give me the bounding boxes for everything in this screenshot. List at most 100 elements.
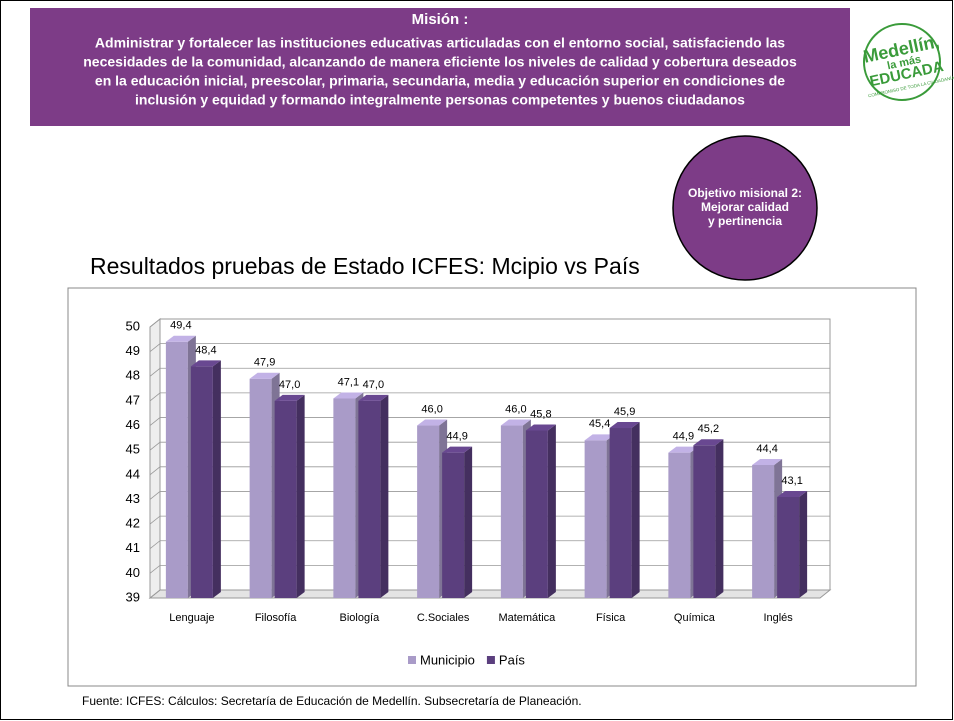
value-label: 49,4 (170, 320, 191, 332)
bar-front (442, 452, 465, 598)
mission-line: inclusión y equidad y formando integralm… (135, 92, 745, 108)
x-tick-label: Química (674, 612, 716, 624)
grid-line (149, 343, 830, 352)
bar-front (525, 430, 548, 598)
grid-line (149, 318, 830, 328)
bar-front (190, 366, 213, 598)
x-tick-label: Lenguaje (169, 612, 214, 624)
bar-side (631, 422, 640, 598)
value-label: 47,1 (338, 376, 359, 388)
bar-side (715, 439, 724, 598)
value-label: 48,4 (195, 344, 216, 356)
y-tick-label: 50 (126, 318, 140, 333)
y-tick-label: 43 (126, 491, 140, 506)
value-label: 45,8 (530, 408, 551, 420)
bar-top (165, 335, 196, 342)
value-label: 46,0 (505, 403, 526, 415)
value-label: 45,2 (698, 423, 719, 435)
value-label: 44,4 (756, 443, 777, 455)
bar-front (777, 496, 800, 598)
legend-swatch (408, 656, 416, 664)
bar-side (212, 360, 221, 598)
bar-front (584, 440, 607, 598)
chart-title: Resultados pruebas de Estado ICFES: Mcip… (90, 253, 640, 279)
bar-top (525, 424, 556, 431)
bar-top (358, 394, 389, 401)
value-label: 46,0 (421, 403, 442, 415)
x-tick-label: Física (596, 612, 626, 624)
bar (693, 439, 724, 598)
y-tick-label: 46 (126, 417, 140, 432)
y-tick-label: 49 (126, 343, 140, 358)
bar-top (333, 392, 364, 399)
y-tick-label: 48 (126, 368, 140, 383)
source: Fuente: ICFES: Cálculos: Secretaría de E… (82, 694, 582, 708)
bar (777, 490, 808, 598)
mission-text: Administrar y fortalecer las institucion… (83, 35, 797, 108)
mission-line: en la educación inicial, preescolar, pri… (95, 73, 785, 89)
bar-side (547, 424, 556, 598)
value-label: 44,9 (446, 431, 467, 443)
logo (863, 23, 941, 101)
legend-label: Municipio (420, 652, 475, 667)
bar (525, 424, 556, 598)
bar-side (464, 446, 473, 598)
bar-top (249, 372, 280, 379)
bar-front (274, 400, 297, 598)
mission-line: necesidades de la comunidad, alcanzando … (83, 54, 797, 70)
bar-top (190, 360, 221, 367)
bar-front (609, 428, 632, 598)
bar (442, 446, 473, 598)
grid-line (149, 417, 830, 426)
bar-front (500, 425, 523, 598)
y-tick-label: 42 (126, 516, 140, 531)
objective-line: y pertinencia (708, 214, 782, 228)
bar-front (165, 341, 188, 598)
objective-line: Objetivo misional 2: (688, 186, 802, 200)
legend-swatch (486, 656, 495, 664)
value-label: 43,1 (781, 475, 802, 487)
value-label: 45,9 (614, 406, 635, 418)
bar-top (500, 419, 531, 426)
value-label: 45,4 (589, 418, 610, 430)
x-tick-label: Filosofía (255, 612, 297, 624)
value-label: 47,0 (279, 379, 300, 391)
bar-top (584, 434, 615, 441)
bar (609, 422, 640, 598)
objective-line: Mejorar calidad (701, 200, 789, 214)
value-label: 44,9 (673, 431, 694, 443)
bar (358, 394, 389, 598)
legend-label: País (499, 652, 526, 667)
bar-front (417, 425, 440, 598)
x-tick-label: Inglés (763, 612, 793, 624)
x-tick-label: Matemática (498, 612, 556, 624)
bar-front (752, 464, 775, 598)
grid-line (149, 392, 830, 402)
side-wall (149, 317, 161, 600)
bar-top (442, 446, 473, 453)
bar-top (777, 490, 808, 497)
bar (274, 394, 305, 598)
bar-front (358, 400, 381, 598)
bar-top (609, 422, 640, 429)
bar-front (668, 452, 691, 598)
value-label: 47,0 (363, 379, 384, 391)
y-tick-label: 39 (126, 589, 140, 604)
bar-top (668, 446, 699, 453)
bar-top (752, 458, 783, 465)
y-tick-label: 40 (126, 565, 140, 580)
x-tick-label: C.Sociales (417, 612, 470, 624)
bar-top (693, 439, 724, 446)
y-tick-label: 45 (126, 442, 140, 457)
bar-side (296, 394, 305, 598)
objective-circle (672, 135, 818, 281)
y-tick-label: 41 (126, 540, 140, 555)
bar-side (799, 490, 808, 598)
bar-front (249, 378, 272, 598)
x-tick-label: Biología (339, 612, 380, 624)
bar-front (693, 445, 716, 598)
y-tick-label: 44 (126, 466, 140, 481)
bar-side (380, 394, 389, 598)
